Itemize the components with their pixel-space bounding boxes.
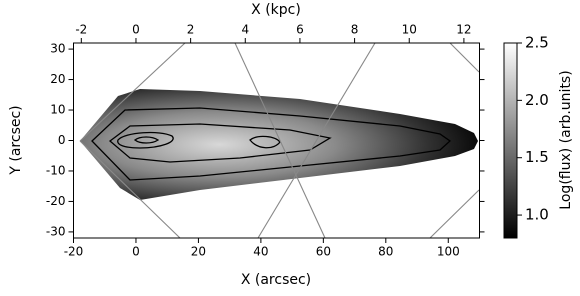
slit-edge: [430, 190, 479, 238]
y-tick-label: -30: [46, 224, 66, 238]
x2-tick-label: 6: [296, 23, 304, 37]
colorbar-tick-label: 1.0: [525, 206, 549, 224]
colorbar: [504, 43, 517, 238]
x2-tick-label: 10: [402, 23, 417, 37]
colorbar-tick-label: 2.0: [525, 91, 549, 109]
colorbar-tick-label: 1.5: [525, 148, 549, 166]
x2-tick-label: 12: [456, 23, 471, 37]
x2-tick-label: 0: [132, 23, 140, 37]
y-tick-label: 10: [50, 103, 65, 117]
x-tick-label: 80: [378, 245, 393, 259]
y-axis-label: Y (arcsec): [8, 105, 24, 175]
x2-tick-label: -2: [75, 23, 87, 37]
y-tick-label: 20: [50, 72, 65, 86]
x-tick-label: 0: [132, 245, 140, 259]
y-tick-label: 0: [58, 133, 66, 147]
colorbar-label: Log(flux) (arb.units): [558, 70, 574, 209]
x-tick-label: 20: [191, 245, 206, 259]
x2-tick-label: 4: [241, 23, 249, 37]
y-tick-label: -10: [46, 163, 66, 177]
x-tick-label: 60: [316, 245, 331, 259]
slit-edge: [450, 43, 479, 72]
colorbar-tick-label: 2.5: [525, 34, 549, 52]
x-tick-label: -20: [64, 245, 84, 259]
x-tick-label: 100: [437, 245, 460, 259]
chart: X (arcsec) X (kpc) Y (arcsec) Log(flux) …: [0, 0, 580, 296]
galaxy: [80, 89, 478, 200]
x2-axis-label: X (kpc): [251, 2, 301, 18]
y-tick-label: -20: [46, 194, 66, 208]
x-axis-label: X (arcsec): [241, 272, 311, 288]
x2-tick-label: 8: [351, 23, 359, 37]
x-tick-label: 40: [253, 245, 268, 259]
x2-tick-label: 2: [187, 23, 195, 37]
y-tick-label: 30: [50, 42, 65, 56]
image-layer: [80, 43, 479, 238]
